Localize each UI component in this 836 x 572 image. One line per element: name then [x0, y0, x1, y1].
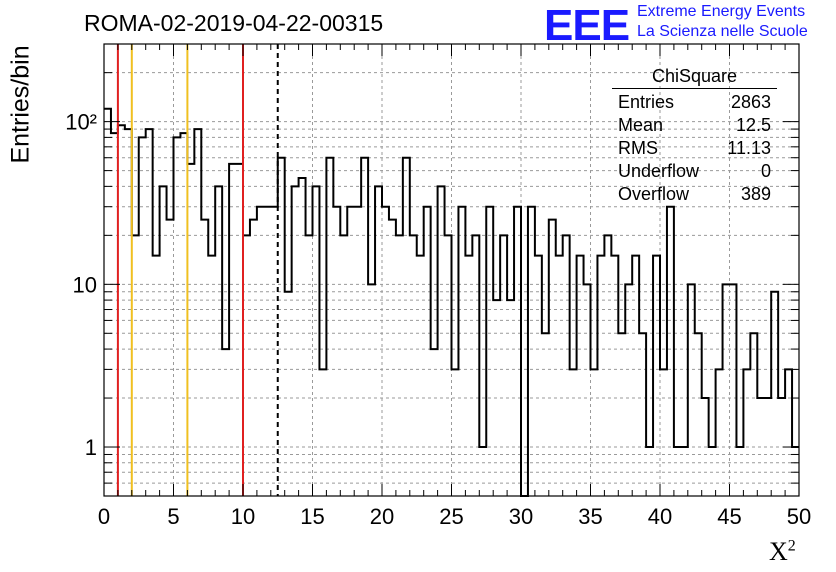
histogram-bar	[625, 284, 632, 496]
y-tick-label: 10	[73, 272, 97, 297]
histogram-bar	[743, 369, 750, 496]
x-tick-label: 0	[98, 504, 110, 529]
histogram-bar	[180, 133, 187, 496]
histogram-bar	[785, 369, 792, 496]
histogram-bar	[278, 158, 285, 496]
histogram-bar	[243, 235, 250, 496]
x-tick-label: 50	[787, 504, 811, 529]
y-tick-label: 1	[85, 435, 97, 460]
histogram-bar	[486, 207, 493, 496]
histogram-bar	[299, 178, 306, 496]
histogram-bar	[639, 333, 646, 496]
histogram-bar	[618, 333, 625, 496]
histogram-bar	[458, 207, 465, 496]
histogram-bar	[187, 164, 194, 496]
histogram-bar	[222, 349, 229, 496]
histogram-line	[104, 107, 799, 497]
histogram-bar	[292, 186, 299, 496]
logo-line-2: La Scienza nelle Scuole	[637, 23, 808, 40]
histogram-bar	[667, 207, 674, 496]
histogram-bar	[528, 207, 535, 496]
histogram-bar	[750, 333, 757, 496]
stats-row-overflow: Overflow 389	[618, 184, 771, 204]
histogram-bar	[306, 235, 313, 496]
x-tick-label: 25	[439, 504, 463, 529]
histogram-bar	[375, 186, 382, 496]
histogram-bar	[542, 333, 549, 496]
histogram-bar	[771, 292, 778, 496]
x-tick-label: 10	[231, 504, 255, 529]
histogram-bar	[410, 235, 417, 496]
stats-row-entries: Entries 2863	[618, 92, 771, 112]
histogram-bar	[257, 207, 264, 496]
histogram-bar	[104, 109, 111, 496]
histogram-bar	[716, 369, 723, 496]
histogram-bar	[111, 133, 118, 496]
x-tick-label: 30	[509, 504, 533, 529]
x-tick-label: 45	[717, 504, 741, 529]
y-tick-label: 10²	[65, 110, 97, 135]
histogram-bar	[660, 369, 667, 496]
histogram-bar	[236, 164, 243, 496]
histogram-bar	[125, 129, 132, 496]
histogram-bar	[438, 186, 445, 496]
histogram-bar	[319, 369, 326, 496]
histogram-bar	[160, 186, 167, 496]
y-axis-label: Entries/bin	[6, 45, 35, 164]
histogram-bar	[396, 235, 403, 496]
x-tick-label: 40	[648, 504, 672, 529]
x-tick-label: 5	[167, 504, 179, 529]
histogram-bar	[604, 235, 611, 496]
x-tick-label: 15	[300, 504, 324, 529]
histogram-bar	[563, 235, 570, 496]
histogram-bar	[591, 369, 598, 496]
histogram-bar	[333, 207, 340, 496]
x-tick-label: 35	[578, 504, 602, 529]
histogram-bar	[174, 137, 181, 496]
stats-title: ChiSquare	[612, 66, 777, 89]
histogram-bar	[354, 207, 361, 496]
histogram-bar	[424, 207, 431, 496]
histogram-bar	[264, 207, 271, 496]
histogram-bar	[146, 129, 153, 496]
histogram-bar	[368, 284, 375, 496]
histogram-bar	[452, 369, 459, 496]
histogram-bar	[472, 235, 479, 496]
stats-box: ChiSquare Entries 2863 Mean 12.5 RMS 11.13 …	[612, 66, 777, 206]
histogram-bar	[132, 235, 139, 496]
histogram-bar	[382, 207, 389, 496]
histogram-bar	[570, 369, 577, 496]
histogram-bar	[584, 284, 591, 496]
x-axis-label: X2	[769, 537, 796, 566]
histogram-bar	[723, 284, 730, 496]
logo-line-1: Extreme Energy Events	[637, 3, 806, 20]
histogram-bar	[403, 158, 410, 496]
run-title: ROMA-02-2019-04-22-00315	[84, 10, 384, 36]
histogram-bar	[215, 186, 222, 496]
histogram-bar	[340, 235, 347, 496]
histogram-bar	[500, 235, 507, 496]
histogram-bar	[139, 137, 146, 496]
histogram-bar	[695, 333, 702, 496]
stats-row-underflow: Underflow 0	[618, 161, 771, 181]
histogram-bar	[431, 349, 438, 496]
histogram-bar	[271, 207, 278, 496]
x-tick-label: 20	[370, 504, 394, 529]
histogram-bar	[194, 129, 201, 496]
histogram-bar	[118, 125, 125, 496]
histogram-bar	[361, 158, 368, 496]
eee-logo: EEE	[544, 1, 630, 50]
histogram-bar	[313, 186, 320, 496]
stats-row-mean: Mean 12.5	[618, 115, 771, 135]
histogram-bar	[326, 158, 333, 496]
histogram-bar	[347, 207, 354, 496]
histogram-bar	[445, 235, 452, 496]
histogram-bar	[688, 284, 695, 496]
histogram-bar	[730, 284, 737, 496]
histogram-bar	[229, 164, 236, 496]
histogram-bar	[514, 207, 521, 496]
histogram-bar	[285, 292, 292, 496]
stats-row-rms: RMS 11.13	[618, 138, 771, 158]
